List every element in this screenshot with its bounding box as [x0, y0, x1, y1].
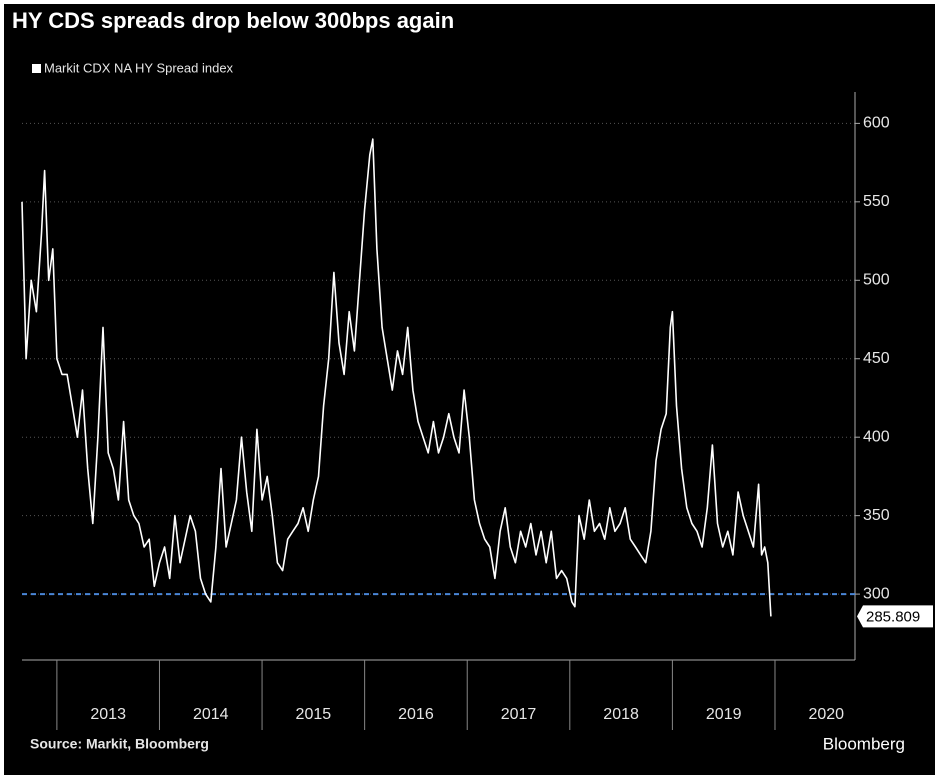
y-tick-label: 600 — [863, 115, 890, 132]
x-tick-label: 2013 — [90, 706, 126, 723]
x-tick-label: 2018 — [603, 706, 639, 723]
last-value-box — [857, 605, 933, 628]
x-tick-label: 2017 — [501, 706, 537, 723]
legend-label: Markit CDX NA HY Spread index — [44, 60, 234, 75]
brand: Bloomberg — [823, 734, 905, 753]
y-tick-label: 550 — [863, 193, 890, 210]
y-tick-label: 350 — [863, 507, 890, 524]
x-tick-label: 2014 — [193, 706, 229, 723]
x-tick-label: 2020 — [808, 706, 844, 723]
x-tick-label: 2015 — [296, 706, 332, 723]
y-tick-label: 300 — [863, 585, 890, 602]
y-tick-label: 500 — [863, 272, 890, 289]
series-line — [21, 138, 772, 617]
y-tick-label: 450 — [863, 350, 890, 367]
x-tick-label: 2019 — [706, 706, 742, 723]
source: Source: Markit, Bloomberg — [30, 736, 209, 752]
legend-swatch — [32, 64, 41, 73]
chart-title: HY CDS spreads drop below 300bps again — [12, 8, 454, 33]
y-tick-label: 400 — [863, 428, 890, 445]
x-tick-label: 2016 — [398, 706, 434, 723]
chart-background — [4, 4, 935, 775]
last-value-label: 285.809 — [866, 608, 920, 625]
